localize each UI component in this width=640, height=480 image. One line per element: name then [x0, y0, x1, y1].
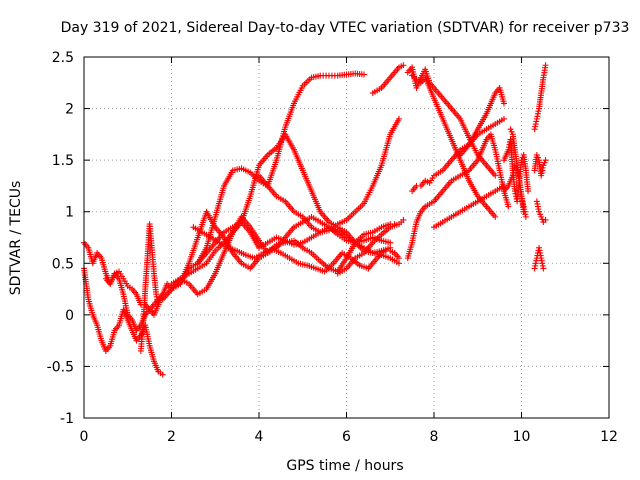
data-point	[520, 208, 527, 215]
series-track-10	[334, 216, 407, 277]
data-point	[396, 255, 402, 262]
x-tick-label: 4	[255, 429, 264, 445]
y-tick-label: 1.5	[52, 153, 74, 169]
data-point	[540, 162, 547, 169]
y-tick-label: 1	[65, 205, 74, 221]
series-track-14	[409, 72, 499, 220]
data-point	[361, 71, 367, 78]
data-point	[507, 126, 514, 133]
series-track-25	[531, 62, 549, 133]
series-track-21	[507, 126, 527, 215]
y-tick-label: -0.5	[47, 359, 74, 375]
y-tick-label: 2	[65, 102, 74, 118]
data-point	[400, 62, 407, 69]
series-track-24	[533, 198, 549, 226]
data-point	[522, 213, 529, 220]
data-point	[387, 239, 394, 246]
series-track-6	[168, 131, 394, 287]
data-point	[396, 115, 402, 122]
y-tick-label: 0	[65, 308, 74, 324]
y-axis-label: SDTVAR / TECUs	[8, 181, 24, 296]
data-point	[536, 208, 542, 215]
data-point	[541, 159, 548, 166]
data-point	[501, 115, 507, 122]
data-point	[542, 216, 549, 223]
chart-title: Day 319 of 2021, Sidereal Day-to-day VTE…	[61, 20, 630, 36]
series-track-22	[531, 151, 549, 179]
x-tick-label: 0	[80, 429, 89, 445]
series-track-4	[137, 221, 162, 354]
y-tick-label: 2.5	[52, 50, 74, 66]
series-track-19	[501, 136, 532, 205]
x-tick-label: 8	[430, 429, 439, 445]
data-point	[508, 128, 515, 135]
axis-ticks: 0 2 4 6 8 10 12 -1 -0.5 0 0.5 1 1.5 2 2.5	[47, 50, 618, 445]
x-tick-label: 2	[167, 429, 176, 445]
data-point	[492, 172, 499, 179]
data-point	[542, 157, 549, 164]
data-point	[534, 154, 541, 161]
x-tick-label: 12	[600, 429, 618, 445]
data-point	[540, 265, 547, 272]
data-point	[537, 211, 544, 218]
series-track-8	[256, 70, 367, 189]
series-track-16	[404, 131, 512, 262]
data-point	[538, 213, 545, 220]
series-track-9	[190, 224, 372, 275]
x-axis-label: GPS time / hours	[286, 458, 403, 474]
data-point	[525, 188, 532, 195]
x-tick-label: 10	[513, 429, 531, 445]
y-tick-label: 0.5	[52, 256, 74, 272]
data-point	[505, 203, 512, 210]
data-point	[396, 260, 402, 267]
data-point	[400, 216, 407, 223]
data-point	[159, 371, 166, 378]
data-point	[492, 213, 499, 220]
series-track-23	[531, 244, 547, 272]
data-points	[81, 62, 549, 378]
series-track-13	[404, 64, 499, 179]
data-point	[155, 301, 162, 308]
data-point	[533, 151, 540, 158]
series-track-2	[81, 219, 394, 334]
series-track-12	[369, 62, 407, 97]
data-point	[542, 62, 549, 69]
series-track-7	[194, 115, 402, 267]
x-tick-label: 6	[342, 429, 351, 445]
data-point	[501, 100, 507, 107]
y-tick-label: -1	[60, 411, 74, 427]
series-track-18	[457, 84, 507, 158]
series-track-11	[365, 247, 402, 272]
plot-frame	[83, 56, 610, 419]
